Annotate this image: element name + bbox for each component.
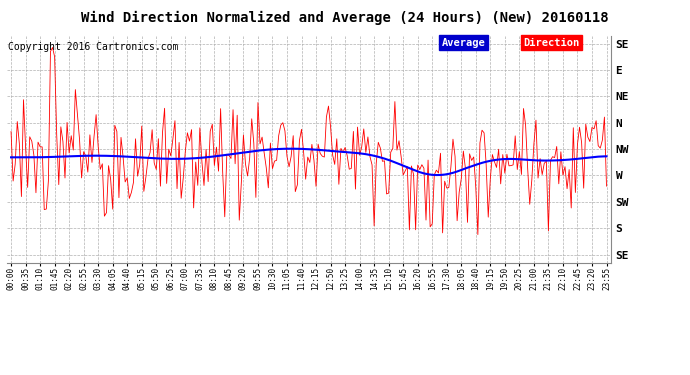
Text: Copyright 2016 Cartronics.com: Copyright 2016 Cartronics.com: [8, 42, 179, 52]
Text: Average: Average: [442, 38, 485, 48]
Text: Wind Direction Normalized and Average (24 Hours) (New) 20160118: Wind Direction Normalized and Average (2…: [81, 11, 609, 26]
Text: Direction: Direction: [523, 38, 580, 48]
